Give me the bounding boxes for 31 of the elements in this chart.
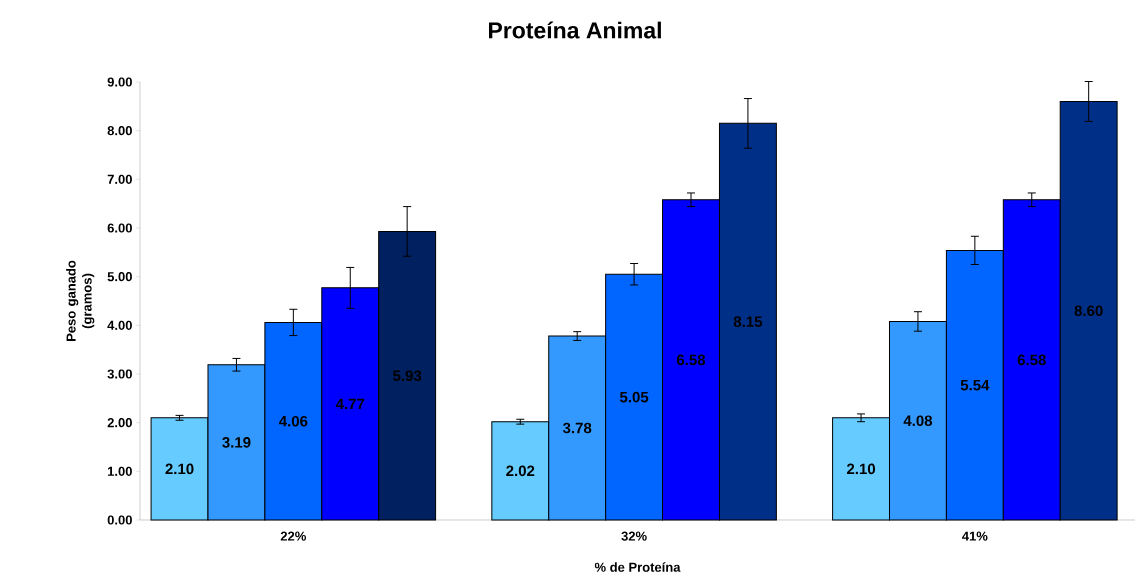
data-label: 4.06 (278, 415, 308, 427)
data-label: 4.77 (335, 398, 365, 410)
data-label: 8.60 (1074, 305, 1103, 317)
data-label: 2.10 (165, 463, 194, 475)
data-label: 2.10 (846, 463, 876, 475)
y-tick-label: 4.00 (107, 320, 132, 330)
data-label: 8.15 (733, 316, 763, 327)
data-label: 5.93 (393, 370, 422, 382)
x-axis-title: % de Proteína (594, 562, 681, 572)
data-label: 3.78 (562, 422, 592, 434)
x-tick-label: 32% (621, 531, 647, 541)
data-label: 5.54 (960, 379, 990, 391)
y-tick-label: 6.00 (107, 223, 132, 233)
y-tick-label: 3.00 (107, 369, 132, 379)
data-label: 6.58 (676, 354, 706, 366)
y-tick-label: 7.00 (107, 174, 132, 184)
y-tick-label: 2.00 (107, 418, 132, 428)
y-tick-label: 9.00 (107, 77, 132, 87)
y-tick-label: 1.00 (107, 466, 132, 476)
data-label: 6.58 (1017, 354, 1046, 366)
y-tick-label: 0.00 (107, 515, 132, 525)
y-axis-title: Peso ganado (gramos) (66, 260, 95, 341)
data-label: 3.19 (222, 437, 251, 448)
x-tick-label: 22% (280, 531, 306, 541)
data-label: 2.02 (506, 465, 535, 477)
chart-title: Proteína Animal (489, 21, 661, 39)
y-tick-label: 5.00 (107, 272, 132, 282)
y-tick-label: 8.00 (107, 126, 132, 136)
x-tick-label: 41% (962, 531, 988, 541)
data-label: 4.08 (903, 415, 933, 427)
data-label: 5.05 (619, 391, 649, 403)
